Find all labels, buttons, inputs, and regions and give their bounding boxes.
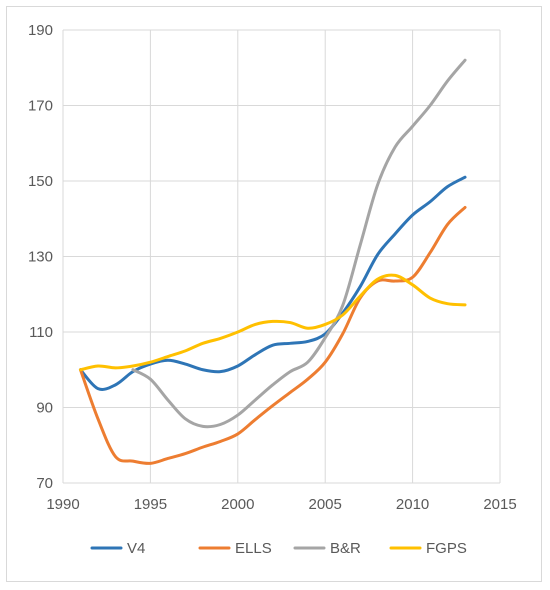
y-tick-label: 90: [36, 400, 53, 417]
y-tick-label: 190: [28, 22, 53, 39]
x-tick-label: 2005: [309, 496, 342, 513]
series-line-fgps: [78, 273, 467, 372]
x-tick-label: 2010: [396, 496, 429, 513]
y-tick-label: 110: [29, 324, 53, 341]
gridlines: [62, 29, 501, 484]
legend-label-ells: ELLS: [235, 540, 272, 557]
legend: V4 ELLS B&R FGPS: [90, 540, 467, 557]
series-line-b-r: [131, 58, 467, 429]
x-axis-tick-labels: 1990 1995 2000 2005 2010 2015: [46, 496, 516, 513]
y-tick-label: 70: [36, 475, 53, 492]
x-tick-label: 2015: [483, 496, 516, 513]
y-tick-label: 130: [28, 249, 53, 266]
chart-frame: [6, 6, 542, 582]
x-tick-label: 2000: [221, 496, 254, 513]
legend-label-v4: V4: [127, 540, 145, 557]
y-tick-label: 150: [28, 173, 53, 190]
series-lines: [78, 58, 467, 465]
legend-label-fgps: FGPS: [426, 540, 467, 557]
y-tick-label: 170: [28, 98, 53, 115]
x-tick-label: 1990: [46, 496, 79, 513]
y-axis-tick-labels: 70 90 110 130 150 170 190: [28, 22, 53, 492]
series-line-ells: [78, 205, 467, 465]
series-line-v4: [78, 175, 467, 391]
x-tick-label: 1995: [134, 496, 167, 513]
legend-label-b-r: B&R: [330, 540, 361, 557]
